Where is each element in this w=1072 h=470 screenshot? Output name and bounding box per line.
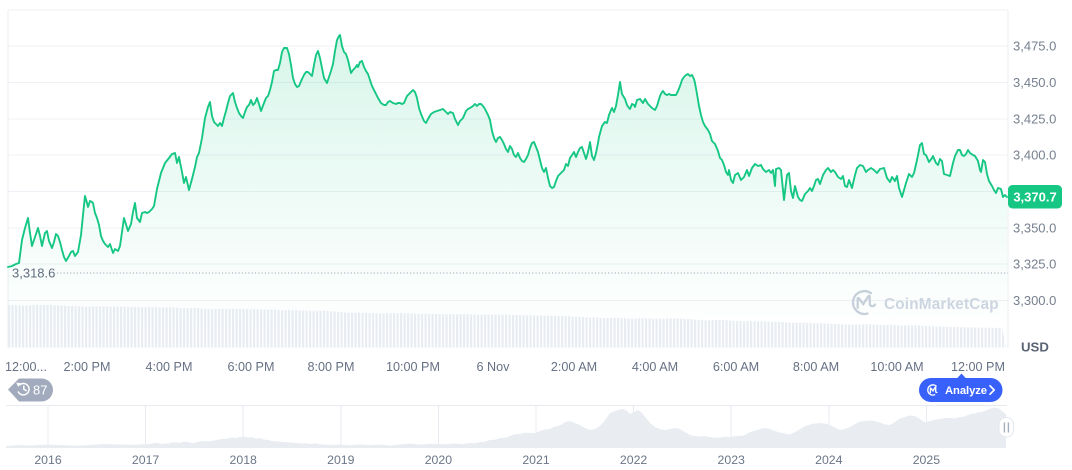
svg-text:3,425.0: 3,425.0 [1013,111,1056,126]
svg-text:6:00 AM: 6:00 AM [713,360,759,374]
svg-text:Analyze: Analyze [945,385,987,397]
svg-text:3,475.0: 3,475.0 [1013,39,1056,54]
svg-text:2:00 AM: 2:00 AM [551,360,597,374]
svg-text:2:00 PM: 2:00 PM [64,360,111,374]
svg-text:10:00 AM: 10:00 AM [870,360,923,374]
svg-text:2020: 2020 [425,453,453,467]
svg-text:4:00 PM: 4:00 PM [146,360,193,374]
svg-text:8:00 PM: 8:00 PM [308,360,355,374]
svg-text:12:00...: 12:00... [5,360,47,374]
svg-text:2017: 2017 [132,453,160,467]
svg-text:2021: 2021 [522,453,550,467]
svg-text:2019: 2019 [327,453,355,467]
svg-text:3,300.0: 3,300.0 [1013,293,1056,308]
svg-text:12:00 PM: 12:00 PM [951,360,1005,374]
svg-text:3,350.0: 3,350.0 [1013,220,1056,235]
svg-text:3,318.6: 3,318.6 [12,266,55,281]
svg-text:6:00 PM: 6:00 PM [228,360,275,374]
svg-text:4:00 AM: 4:00 AM [632,360,678,374]
svg-text:6 Nov: 6 Nov [477,360,511,374]
svg-text:10:00 PM: 10:00 PM [386,360,440,374]
svg-text:3,370.7: 3,370.7 [1013,190,1056,205]
svg-text:3,400.0: 3,400.0 [1013,148,1056,163]
svg-text:USD: USD [1021,340,1049,355]
svg-text:2025: 2025 [913,453,941,467]
svg-text:2018: 2018 [230,453,258,467]
svg-text:2022: 2022 [620,453,648,467]
svg-text:2023: 2023 [718,453,746,467]
svg-text:2016: 2016 [34,453,62,467]
svg-text:87: 87 [33,383,47,398]
svg-text:2024: 2024 [815,453,843,467]
svg-text:3,450.0: 3,450.0 [1013,75,1056,90]
svg-text:8:00 AM: 8:00 AM [793,360,839,374]
svg-text:3,325.0: 3,325.0 [1013,257,1056,272]
